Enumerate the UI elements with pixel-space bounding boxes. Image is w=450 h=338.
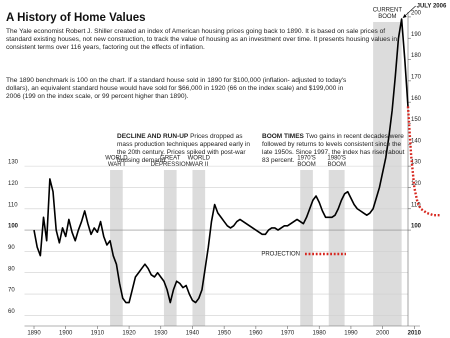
intro-text: The Yale economist Robert J. Shiller cre… — [6, 28, 398, 51]
y-tick-label: 130 — [8, 160, 19, 166]
x-tick-label: 1990 — [344, 331, 358, 337]
period-label: WORLD — [105, 156, 128, 162]
series-line — [406, 106, 440, 217]
x-tick-label: 1920 — [122, 331, 136, 337]
y2-tick-label: 130 — [411, 160, 422, 166]
annotation: DECLINE AND RUN-UP Prices dropped as mas… — [117, 133, 257, 165]
y-tick-label: 80 — [8, 266, 15, 272]
y2-tick-label: 170 — [411, 74, 422, 80]
x-tick-label: 1960 — [249, 331, 263, 337]
period-band — [373, 22, 402, 326]
period-label: BOOM — [297, 162, 315, 168]
x-tick-label: 1910 — [91, 331, 105, 337]
annotation-heading: BOOM TIMES — [262, 133, 304, 140]
period-label: WAR II — [189, 162, 208, 168]
x-tick-label: 2010 — [408, 331, 422, 337]
x-tick-label: 1940 — [186, 331, 200, 337]
annotation-heading: DECLINE AND RUN-UP — [117, 133, 189, 140]
x-tick-label: 1930 — [154, 331, 168, 337]
period-label: 1980'S — [327, 156, 346, 162]
y-tick-label: 110 — [8, 202, 18, 208]
y2-tick-label: 190 — [411, 32, 422, 38]
period-label: DEPRESSION — [151, 162, 190, 168]
period-label: WAR I — [108, 162, 125, 168]
annotation-text: Two gains in recent decades were followe… — [262, 133, 405, 164]
y2-tick-label: 160 — [411, 96, 422, 102]
annotation-text: Prices dropped as mass production techni… — [117, 133, 250, 164]
y-tick-label: 120 — [8, 181, 19, 187]
period-label: BOOM — [327, 162, 345, 168]
x-tick-label: 1950 — [217, 331, 231, 337]
x-tick-label: 1900 — [59, 331, 73, 337]
period-label: CURRENT — [373, 8, 403, 14]
y2-tick-label: 100 — [411, 224, 422, 230]
period-label: WORLD — [188, 156, 211, 162]
y-tick-label: 60 — [8, 309, 15, 315]
intro-text: The 1890 benchmark is 100 on the chart. … — [6, 77, 347, 100]
series-line — [33, 18, 409, 304]
chart-title: A History of Home Values — [6, 12, 146, 24]
y-tick-label: 90 — [8, 245, 15, 251]
y2-tick-label: 150 — [411, 117, 422, 123]
y2-tick-label: 120 — [411, 181, 422, 187]
x-tick-label: 2000 — [376, 331, 390, 337]
y2-tick-label: 110 — [411, 202, 421, 208]
y-tick-label: 100 — [8, 224, 19, 230]
y2-tick-label: 140 — [411, 138, 422, 144]
period-label: BOOM — [378, 14, 396, 20]
period-band — [328, 170, 345, 326]
period-label: GREAT — [160, 156, 181, 162]
period-label: 1970'S — [297, 156, 316, 162]
annotation: BOOM TIMES Two gains in recent decades w… — [262, 133, 410, 165]
callout-arrowhead — [402, 14, 407, 19]
y-tick-label: 70 — [8, 288, 15, 294]
x-tick-label: 1980 — [313, 331, 327, 337]
legend-label: PROJECTION — [261, 252, 300, 258]
x-tick-label: 1890 — [27, 331, 41, 337]
y2-tick-label: 180 — [411, 53, 422, 59]
x-tick-label: 1970 — [281, 331, 295, 337]
period-band — [300, 170, 313, 326]
callout-arrow — [403, 5, 416, 18]
y2-tick-label: 200 — [411, 10, 422, 16]
callout-label: JULY 2006 — [417, 4, 447, 10]
